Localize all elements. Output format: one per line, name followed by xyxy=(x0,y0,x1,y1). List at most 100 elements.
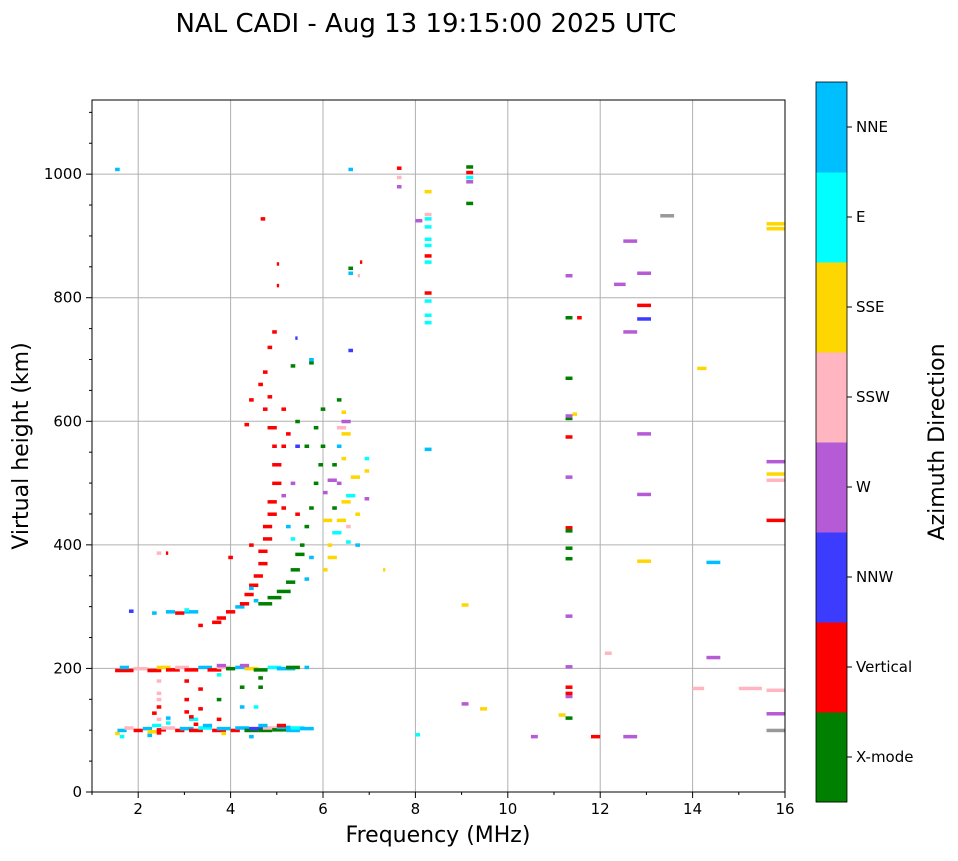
echo-mark-vertical xyxy=(189,715,194,719)
axes: 2 4 6 8 10 12 14 16 0 200 400 600 800 1000 xyxy=(44,111,795,818)
echo-mark-vertical xyxy=(258,382,263,387)
colorbar-swatch-vertical xyxy=(816,622,847,713)
echo-mark-x-mode xyxy=(466,201,474,206)
y-tick-label: 800 xyxy=(53,289,82,307)
echo-mark-nne xyxy=(355,543,360,547)
echo-mark-w xyxy=(623,239,638,243)
x-tick-label: 16 xyxy=(775,800,794,818)
echo-mark-nne xyxy=(309,358,314,362)
echo-mark-x-mode xyxy=(309,506,314,510)
echo-mark-x-mode xyxy=(565,416,573,421)
echo-mark-nnw xyxy=(348,348,354,353)
echo-mark-vertical xyxy=(577,315,582,320)
echo-mark-sse xyxy=(424,189,432,194)
echo-mark-sse xyxy=(323,568,328,572)
echo-mark-vertical xyxy=(396,166,402,170)
echo-mark-w xyxy=(637,271,652,275)
echo-mark-w xyxy=(565,614,573,618)
echo-mark-vertical xyxy=(115,668,134,673)
echo-mark-x-mode xyxy=(290,568,300,572)
echo-mark-x-mode xyxy=(320,407,326,411)
echo-mark-x-mode xyxy=(239,685,245,689)
echo-mark-nne xyxy=(165,716,171,720)
echo-mark-w xyxy=(565,665,573,669)
echo-mark-x-mode xyxy=(258,728,273,733)
echo-mark-sse xyxy=(341,432,351,436)
echo-mark-x-mode xyxy=(225,666,236,671)
colorbar-label-w: W xyxy=(856,478,871,496)
echo-mark-vertical xyxy=(565,435,573,439)
echo-mark-x-mode xyxy=(267,595,282,600)
echo-mark-x-mode xyxy=(318,463,323,467)
y-tick-label: 400 xyxy=(53,536,82,554)
echo-mark-vertical xyxy=(225,610,236,614)
echo-mark-e xyxy=(424,243,432,248)
echo-mark-vertical xyxy=(295,512,300,516)
echo-mark-sse xyxy=(341,456,347,461)
echo-mark-nne xyxy=(235,726,250,730)
echo-mark-vertical xyxy=(281,506,287,510)
echo-mark-sse xyxy=(766,472,785,476)
echo-mark-vertical xyxy=(228,555,233,560)
echo-mark-nne xyxy=(348,271,354,275)
plot-frame xyxy=(91,99,786,793)
echo-mark-ssw xyxy=(216,665,231,670)
echo-mark-sse xyxy=(341,500,351,504)
echo-mark-sse xyxy=(341,410,347,415)
echo-mark-vertical xyxy=(590,734,601,739)
echo-mark-w xyxy=(327,478,337,482)
echo-mark-sse xyxy=(572,412,578,416)
echo-mark-vertical xyxy=(207,668,222,672)
x-tick-label: 8 xyxy=(411,800,421,818)
echo-mark-vertical xyxy=(244,422,250,427)
echo-mark-x-mode xyxy=(304,444,310,448)
echo-mark-nne xyxy=(147,733,153,738)
echo-mark-sse xyxy=(327,555,337,560)
echo-mark-e xyxy=(290,726,305,730)
echo-mark-e xyxy=(165,721,171,725)
echo-mark-w xyxy=(364,497,370,501)
echo-mark-sse xyxy=(697,366,707,371)
echo-mark-x-mode xyxy=(466,165,474,169)
echo-mark-nne xyxy=(286,728,300,733)
echo-mark-w xyxy=(341,419,351,424)
echo-mark-x-mode xyxy=(290,364,296,368)
echo-mark-vertical xyxy=(260,217,266,221)
x-tick-label: 2 xyxy=(133,800,143,818)
y-tick-label: 0 xyxy=(72,783,82,801)
echo-mark-vertical xyxy=(184,697,190,702)
echo-mark-nne xyxy=(165,610,176,614)
echo-mark-vertical xyxy=(249,583,259,588)
echo-mark-e xyxy=(198,726,213,730)
echo-mark-vertical xyxy=(424,291,432,295)
echo-mark-w xyxy=(216,663,226,668)
echo-mark-sse xyxy=(244,666,259,671)
echo-mark-vertical xyxy=(212,728,226,733)
echo-mark-vertical xyxy=(262,537,273,541)
echo-mark-nne xyxy=(276,666,296,671)
echo-mark-w xyxy=(466,180,474,184)
echo-mark-sse xyxy=(323,518,333,523)
echo-mark-vertical xyxy=(184,679,190,683)
colorbar-swatch-nnw xyxy=(816,532,847,623)
echo-mark-vertical xyxy=(156,705,162,709)
echo-mark-nne xyxy=(286,524,291,529)
colorbar-frame xyxy=(815,81,848,803)
echo-mark-w xyxy=(706,655,721,660)
echo-mark-vertical xyxy=(276,262,280,266)
echo-mark-ssw xyxy=(766,478,785,482)
y-tick-label: 1000 xyxy=(44,165,82,183)
echo-mark-x-mode xyxy=(313,425,319,430)
echo-mark-x-mode xyxy=(304,524,310,529)
echo-mark-w xyxy=(766,712,785,716)
echo-mark-sse xyxy=(336,518,347,523)
x-tick-label: 6 xyxy=(318,800,328,818)
echo-mark-vertical xyxy=(249,543,254,547)
colorbar-label: Azimuth Direction xyxy=(925,343,950,540)
echo-mark-sse xyxy=(766,227,785,231)
echo-mark-w xyxy=(396,185,402,189)
echo-mark-ssw xyxy=(424,212,432,217)
echo-mark-vertical xyxy=(262,370,268,374)
grid-lines xyxy=(92,100,785,792)
